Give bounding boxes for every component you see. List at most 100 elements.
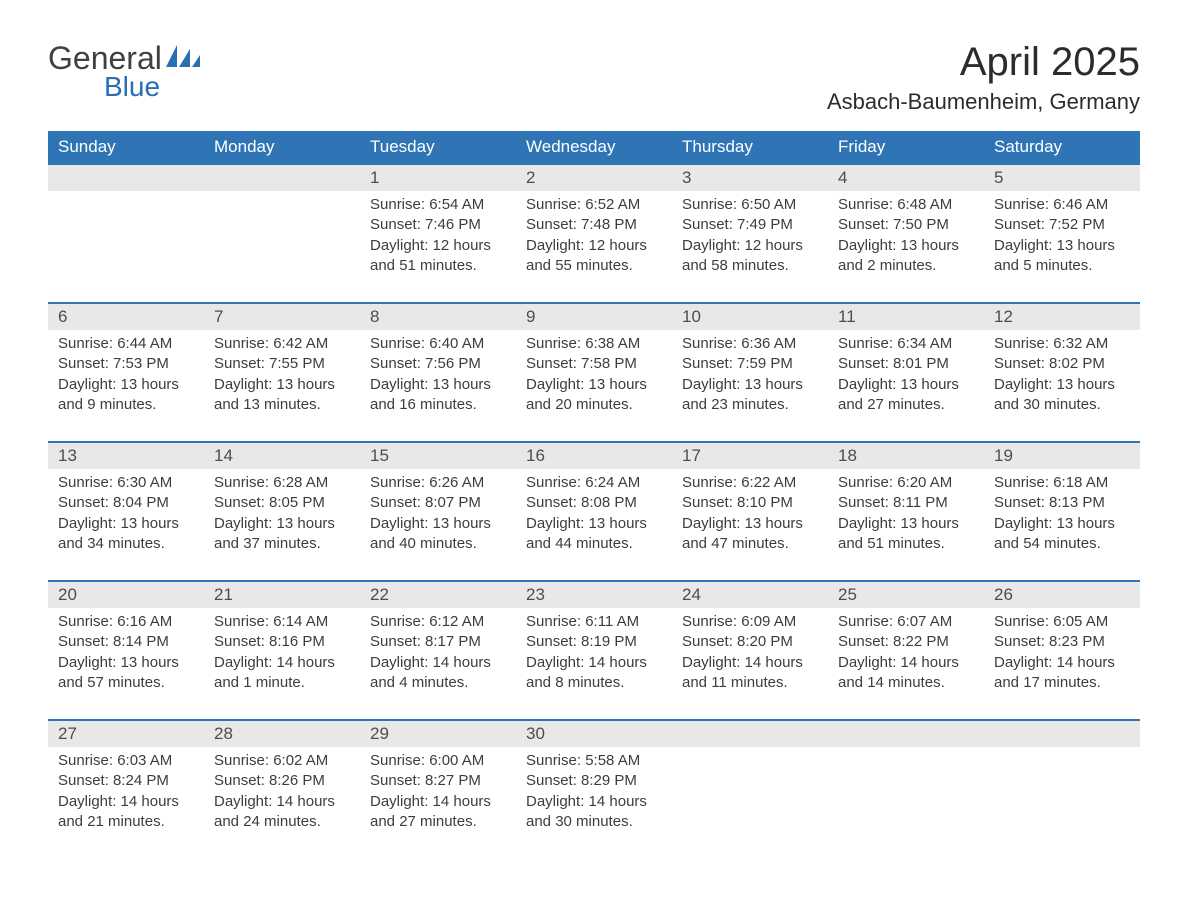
sunset-text: Sunset: 8:08 PM (526, 493, 662, 513)
day-cell: 5Sunrise: 6:46 AMSunset: 7:52 PMDaylight… (984, 164, 1140, 303)
sunrise-text: Sunrise: 6:40 AM (370, 334, 506, 354)
daylight-text: Daylight: 13 hours and 23 minutes. (682, 375, 818, 416)
day-details: Sunrise: 6:34 AMSunset: 8:01 PMDaylight:… (828, 330, 984, 441)
day-details (48, 191, 204, 221)
day-cell: 18Sunrise: 6:20 AMSunset: 8:11 PMDayligh… (828, 442, 984, 581)
sunrise-text: Sunrise: 6:12 AM (370, 612, 506, 632)
sunrise-text: Sunrise: 6:22 AM (682, 473, 818, 493)
day-details (204, 191, 360, 221)
daylight-text: Daylight: 14 hours and 27 minutes. (370, 792, 506, 833)
day-number (48, 165, 204, 191)
sunset-text: Sunset: 8:10 PM (682, 493, 818, 513)
day-cell: 12Sunrise: 6:32 AMSunset: 8:02 PMDayligh… (984, 303, 1140, 442)
daylight-text: Daylight: 14 hours and 14 minutes. (838, 653, 974, 694)
weekday-header: Tuesday (360, 131, 516, 164)
brand-blue: Blue (104, 71, 200, 103)
day-details: Sunrise: 6:05 AMSunset: 8:23 PMDaylight:… (984, 608, 1140, 719)
sunrise-text: Sunrise: 6:46 AM (994, 195, 1130, 215)
sunset-text: Sunset: 7:46 PM (370, 215, 506, 235)
weekday-header: Saturday (984, 131, 1140, 164)
day-cell: 1Sunrise: 6:54 AMSunset: 7:46 PMDaylight… (360, 164, 516, 303)
day-details: Sunrise: 6:54 AMSunset: 7:46 PMDaylight:… (360, 191, 516, 302)
day-cell: 17Sunrise: 6:22 AMSunset: 8:10 PMDayligh… (672, 442, 828, 581)
day-number: 22 (360, 582, 516, 608)
day-cell: 25Sunrise: 6:07 AMSunset: 8:22 PMDayligh… (828, 581, 984, 720)
day-number: 28 (204, 721, 360, 747)
day-cell: 22Sunrise: 6:12 AMSunset: 8:17 PMDayligh… (360, 581, 516, 720)
day-number: 10 (672, 304, 828, 330)
sunrise-text: Sunrise: 6:44 AM (58, 334, 194, 354)
daylight-text: Daylight: 14 hours and 21 minutes. (58, 792, 194, 833)
sunset-text: Sunset: 8:26 PM (214, 771, 350, 791)
sunrise-text: Sunrise: 6:24 AM (526, 473, 662, 493)
day-cell: 6Sunrise: 6:44 AMSunset: 7:53 PMDaylight… (48, 303, 204, 442)
day-cell: 7Sunrise: 6:42 AMSunset: 7:55 PMDaylight… (204, 303, 360, 442)
day-cell: 16 Sunrise: 6:24 AMSunset: 8:08 PMDayligh… (516, 442, 672, 581)
day-cell: 28Sunrise: 6:02 AMSunset: 8:26 PMDayligh… (204, 720, 360, 858)
sunrise-text: Sunrise: 6:48 AM (838, 195, 974, 215)
week-row: 20Sunrise: 6:16 AMSunset: 8:14 PMDayligh… (48, 581, 1140, 720)
daylight-text: Daylight: 13 hours and 44 minutes. (526, 514, 662, 555)
day-details: Sunrise: 6:09 AMSunset: 8:20 PMDaylight:… (672, 608, 828, 719)
day-details: Sunrise: 6:28 AMSunset: 8:05 PMDaylight:… (204, 469, 360, 580)
sunrise-text: Sunrise: 6:38 AM (526, 334, 662, 354)
daylight-text: Daylight: 13 hours and 5 minutes. (994, 236, 1130, 277)
sunset-text: Sunset: 7:59 PM (682, 354, 818, 374)
day-number: 27 (48, 721, 204, 747)
sunrise-text: Sunrise: 6:20 AM (838, 473, 974, 493)
weekday-header: Friday (828, 131, 984, 164)
day-number: 11 (828, 304, 984, 330)
day-cell: 30Sunrise: 5:58 AMSunset: 8:29 PMDayligh… (516, 720, 672, 858)
day-details: Sunrise: 6:12 AMSunset: 8:17 PMDaylight:… (360, 608, 516, 719)
sunset-text: Sunset: 7:56 PM (370, 354, 506, 374)
day-details: Sunrise: 6:22 AMSunset: 8:10 PMDaylight:… (672, 469, 828, 580)
day-number: 20 (48, 582, 204, 608)
day-number: 23 (516, 582, 672, 608)
calendar-table: Sunday Monday Tuesday Wednesday Thursday… (48, 131, 1140, 858)
daylight-text: Daylight: 13 hours and 57 minutes. (58, 653, 194, 694)
sunset-text: Sunset: 7:58 PM (526, 354, 662, 374)
sunset-text: Sunset: 7:48 PM (526, 215, 662, 235)
daylight-text: Daylight: 13 hours and 27 minutes. (838, 375, 974, 416)
day-number: 24 (672, 582, 828, 608)
day-details: Sunrise: 6:18 AMSunset: 8:13 PMDaylight:… (984, 469, 1140, 580)
day-number: 16 (516, 443, 672, 469)
day-cell: 9Sunrise: 6:38 AMSunset: 7:58 PMDaylight… (516, 303, 672, 442)
day-details: Sunrise: 5:58 AMSunset: 8:29 PMDaylight:… (516, 747, 672, 858)
day-cell (204, 164, 360, 303)
day-cell: 15Sunrise: 6:26 AMSunset: 8:07 PMDayligh… (360, 442, 516, 581)
day-number: 8 (360, 304, 516, 330)
sunset-text: Sunset: 7:53 PM (58, 354, 194, 374)
weekday-header-row: Sunday Monday Tuesday Wednesday Thursday… (48, 131, 1140, 164)
sunrise-text: Sunrise: 6:34 AM (838, 334, 974, 354)
day-cell: 20Sunrise: 6:16 AMSunset: 8:14 PMDayligh… (48, 581, 204, 720)
weekday-header: Sunday (48, 131, 204, 164)
day-details: Sunrise: 6:30 AMSunset: 8:04 PMDaylight:… (48, 469, 204, 580)
daylight-text: Daylight: 14 hours and 1 minute. (214, 653, 350, 694)
day-cell (672, 720, 828, 858)
day-details: Sunrise: 6:32 AMSunset: 8:02 PMDaylight:… (984, 330, 1140, 441)
day-details: Sunrise: 6:40 AMSunset: 7:56 PMDaylight:… (360, 330, 516, 441)
day-details: Sunrise: 6:03 AMSunset: 8:24 PMDaylight:… (48, 747, 204, 858)
sunset-text: Sunset: 8:07 PM (370, 493, 506, 513)
day-details: Sunrise: 6:38 AMSunset: 7:58 PMDaylight:… (516, 330, 672, 441)
day-details (672, 747, 828, 777)
sunrise-text: Sunrise: 6:09 AM (682, 612, 818, 632)
week-row: 6Sunrise: 6:44 AMSunset: 7:53 PMDaylight… (48, 303, 1140, 442)
day-details: Sunrise: 6:36 AMSunset: 7:59 PMDaylight:… (672, 330, 828, 441)
daylight-text: Daylight: 12 hours and 51 minutes. (370, 236, 506, 277)
day-number (672, 721, 828, 747)
day-cell (48, 164, 204, 303)
weekday-header: Wednesday (516, 131, 672, 164)
sunset-text: Sunset: 8:14 PM (58, 632, 194, 652)
day-number (204, 165, 360, 191)
day-cell: 24Sunrise: 6:09 AMSunset: 8:20 PMDayligh… (672, 581, 828, 720)
location-subtitle: Asbach-Baumenheim, Germany (827, 89, 1140, 115)
daylight-text: Daylight: 13 hours and 2 minutes. (838, 236, 974, 277)
sunrise-text: Sunrise: 6:18 AM (994, 473, 1130, 493)
daylight-text: Daylight: 13 hours and 47 minutes. (682, 514, 818, 555)
day-details (828, 747, 984, 777)
daylight-text: Daylight: 12 hours and 55 minutes. (526, 236, 662, 277)
brand-logo: General Blue (48, 40, 200, 103)
day-cell: 29Sunrise: 6:00 AMSunset: 8:27 PMDayligh… (360, 720, 516, 858)
